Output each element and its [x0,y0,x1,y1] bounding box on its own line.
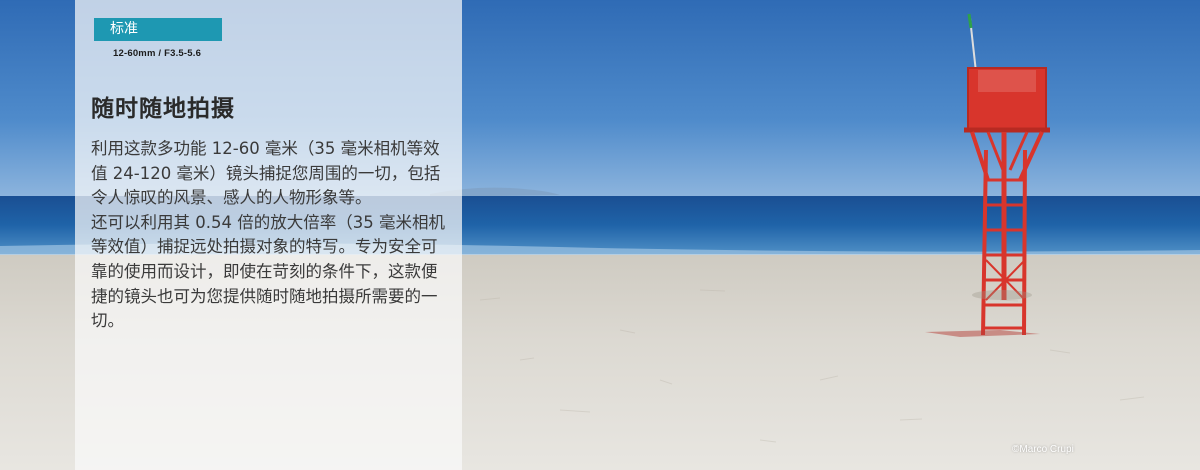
info-panel: 标准 12-60mm / F3.5-5.6 随时随地拍摄 利用这款多功能 12-… [75,0,462,470]
category-tag: 标准 [94,18,222,41]
description-paragraph-2: 还可以利用其 0.54 倍的放大倍率（35 毫米相机等效值）捕捉远处拍摄对象的特… [91,212,445,331]
photo-credit: ©Marco Crupi [1012,444,1074,455]
description: 利用这款多功能 12-60 毫米（35 毫米相机等效值 24-120 毫米）镜头… [91,137,451,334]
distant-hills [430,187,560,197]
lens-spec: 12-60mm / F3.5-5.6 [113,48,202,59]
headline: 随时随地拍摄 [91,96,235,122]
lifeguard-tower-icon [964,13,1050,336]
description-paragraph-1: 利用这款多功能 12-60 毫米（35 毫米相机等效值 24-120 毫米）镜头… [91,139,441,208]
